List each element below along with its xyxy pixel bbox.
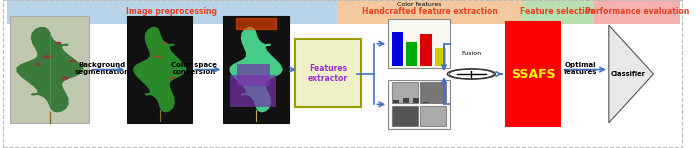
FancyBboxPatch shape <box>295 39 360 107</box>
Text: Color space
conversion: Color space conversion <box>172 62 218 75</box>
Circle shape <box>56 42 61 43</box>
FancyBboxPatch shape <box>392 32 403 66</box>
FancyBboxPatch shape <box>406 42 417 66</box>
Polygon shape <box>134 28 186 112</box>
FancyBboxPatch shape <box>413 98 419 103</box>
FancyBboxPatch shape <box>393 100 400 103</box>
Polygon shape <box>230 28 282 112</box>
FancyBboxPatch shape <box>421 82 447 103</box>
FancyBboxPatch shape <box>421 106 447 126</box>
FancyBboxPatch shape <box>389 19 450 68</box>
Circle shape <box>44 56 52 58</box>
FancyBboxPatch shape <box>423 102 429 103</box>
Text: Features
extractor: Features extractor <box>308 63 348 83</box>
Text: SSAFS: SSAFS <box>511 67 556 81</box>
FancyBboxPatch shape <box>392 106 418 126</box>
FancyBboxPatch shape <box>10 16 90 123</box>
Polygon shape <box>18 28 83 112</box>
Circle shape <box>155 56 161 57</box>
FancyBboxPatch shape <box>435 48 446 66</box>
FancyBboxPatch shape <box>389 80 450 129</box>
Text: Color features: Color features <box>397 2 442 7</box>
Text: Image preprocessing: Image preprocessing <box>126 7 217 16</box>
FancyBboxPatch shape <box>230 75 276 107</box>
FancyBboxPatch shape <box>421 34 431 66</box>
Text: Feature selection: Feature selection <box>521 7 596 16</box>
Circle shape <box>62 77 68 79</box>
FancyBboxPatch shape <box>7 0 337 24</box>
Text: Optimal
features: Optimal features <box>564 62 597 75</box>
Text: Performance evaluation: Performance evaluation <box>585 7 690 16</box>
FancyBboxPatch shape <box>403 98 410 103</box>
Text: Texture features: Texture features <box>393 86 444 91</box>
FancyBboxPatch shape <box>522 0 594 24</box>
FancyBboxPatch shape <box>237 64 270 86</box>
Text: Classifier: Classifier <box>610 71 645 77</box>
FancyBboxPatch shape <box>392 82 418 103</box>
FancyBboxPatch shape <box>594 0 680 24</box>
FancyBboxPatch shape <box>223 16 288 123</box>
FancyBboxPatch shape <box>337 0 522 24</box>
FancyBboxPatch shape <box>127 16 192 123</box>
Circle shape <box>36 64 40 65</box>
Text: Fusion: Fusion <box>461 50 482 56</box>
Polygon shape <box>609 25 654 123</box>
Text: Handcrafted feature extraction: Handcrafted feature extraction <box>361 7 498 16</box>
Circle shape <box>447 69 496 79</box>
Text: Background
segmentation: Background segmentation <box>74 62 130 75</box>
FancyBboxPatch shape <box>505 21 561 127</box>
